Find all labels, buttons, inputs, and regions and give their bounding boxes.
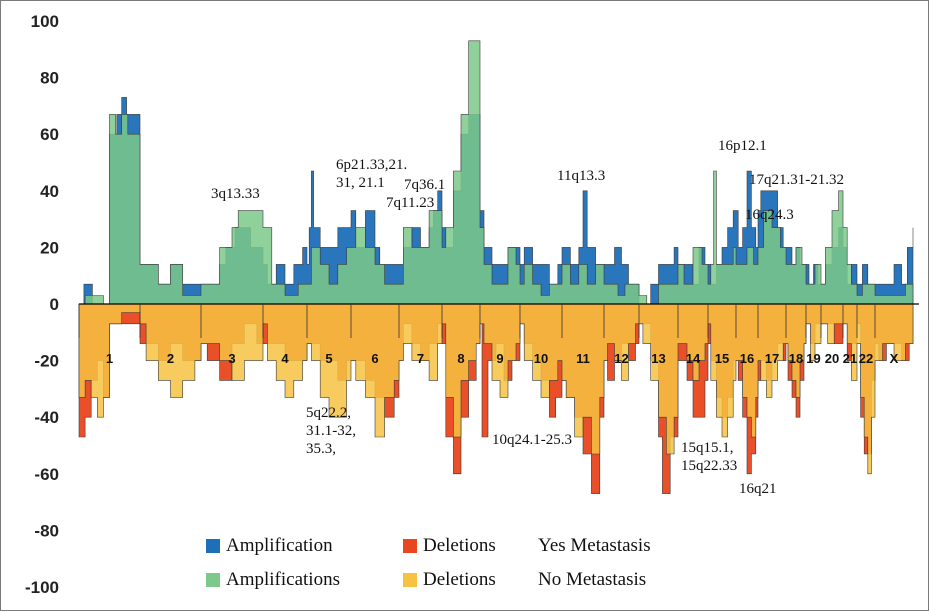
legend-group-label: No Metastasis bbox=[538, 569, 646, 590]
chromosome-label: 20 bbox=[825, 351, 839, 366]
chromosome-label: 13 bbox=[651, 351, 665, 366]
legend-label: Amplifications bbox=[226, 569, 340, 590]
chromosome-label: 8 bbox=[457, 351, 464, 366]
y-tick-label: 60 bbox=[40, 125, 59, 144]
region-annotation: 16q24.3 bbox=[745, 207, 794, 223]
region-annotation: 16q21 bbox=[739, 481, 777, 497]
region-annotation: 11q13.3 bbox=[557, 168, 605, 184]
legend-swatch bbox=[403, 573, 417, 587]
y-tick-label: -40 bbox=[34, 408, 59, 427]
legend-group-label: Yes Metastasis bbox=[538, 535, 651, 556]
series-layer bbox=[78, 40, 914, 494]
legend-swatch bbox=[403, 539, 417, 553]
chromosome-label: 11 bbox=[576, 351, 590, 366]
legend-swatch bbox=[206, 573, 220, 587]
chromosome-labels: 1 2 3 4 5 6 7 8 9 10 11 12 13 14 15 16 17 18 19 20 21 22 X bbox=[78, 304, 899, 366]
chromosome-label: X bbox=[890, 351, 899, 366]
chromosome-label: 10 bbox=[534, 351, 548, 366]
region-annotation: 3q13.33 bbox=[211, 186, 260, 202]
region-annotation: 6p21.33,21. 31, 21.1 bbox=[336, 157, 407, 191]
chromosome-label: 3 bbox=[228, 351, 235, 366]
chromosome-label: 7 bbox=[417, 351, 424, 366]
legend-label: Deletions bbox=[423, 535, 496, 556]
region-annotation: 10q24.1-25.3 bbox=[492, 432, 572, 448]
chromosome-label: 5 bbox=[325, 351, 332, 366]
legend-label: Amplification bbox=[226, 535, 333, 556]
chromosome-label: 17 bbox=[765, 351, 779, 366]
region-annotation: 7q11.23 bbox=[386, 195, 434, 211]
legend-swatch bbox=[206, 539, 220, 553]
chromosome-label: 19 bbox=[806, 351, 820, 366]
y-tick-label: 40 bbox=[40, 182, 59, 201]
chromosome-label: 16 bbox=[740, 351, 754, 366]
y-tick-label: 100 bbox=[31, 12, 59, 31]
y-tick-label: -20 bbox=[34, 352, 59, 371]
series-area-deletions-no-metastasis bbox=[78, 303, 914, 475]
region-annotation: 16p12.1 bbox=[718, 138, 767, 154]
annotations: 3q13.33 6p21.33,21. 31, 21.1 7q36.1 7q11.23 1… bbox=[211, 138, 844, 497]
chromosome-label: 12 bbox=[614, 351, 628, 366]
chromosome-label: 2 bbox=[167, 351, 174, 366]
chromosome-label: 6 bbox=[371, 351, 378, 366]
y-axis: 100 80 60 40 20 0 -20 -40 -60 -80 -100 bbox=[25, 12, 59, 597]
chromosome-label: 4 bbox=[281, 351, 289, 366]
region-annotation: 15q15.1, 15q22.33 bbox=[681, 440, 737, 474]
legend: Amplification Deletions Yes Metastasis Ampl… bbox=[206, 535, 651, 590]
chromosome-label: 14 bbox=[686, 351, 701, 366]
region-annotation: 17q21.31-21.32 bbox=[749, 172, 844, 188]
legend-label: Deletions bbox=[423, 569, 496, 590]
region-annotation: 5q22.2, 31.1-32, 35.3, bbox=[306, 405, 356, 457]
y-tick-label: -80 bbox=[34, 521, 59, 540]
y-tick-label: 20 bbox=[40, 238, 59, 257]
chromosome-label: 15 bbox=[715, 351, 729, 366]
y-tick-label: 0 bbox=[50, 295, 59, 314]
chromosome-label: 9 bbox=[496, 351, 503, 366]
y-tick-label: 80 bbox=[40, 69, 59, 88]
y-tick-label: -100 bbox=[25, 578, 59, 597]
chromosome-label: 22 bbox=[859, 351, 873, 366]
chromosome-label: 18 bbox=[789, 351, 803, 366]
series-area-amplifications-no-metastasis bbox=[79, 40, 914, 305]
chromosome-label: 21 bbox=[843, 351, 857, 366]
chromosome-label: 1 bbox=[106, 351, 113, 366]
y-tick-label: -60 bbox=[34, 465, 59, 484]
region-annotation: 7q36.1 bbox=[404, 177, 445, 193]
